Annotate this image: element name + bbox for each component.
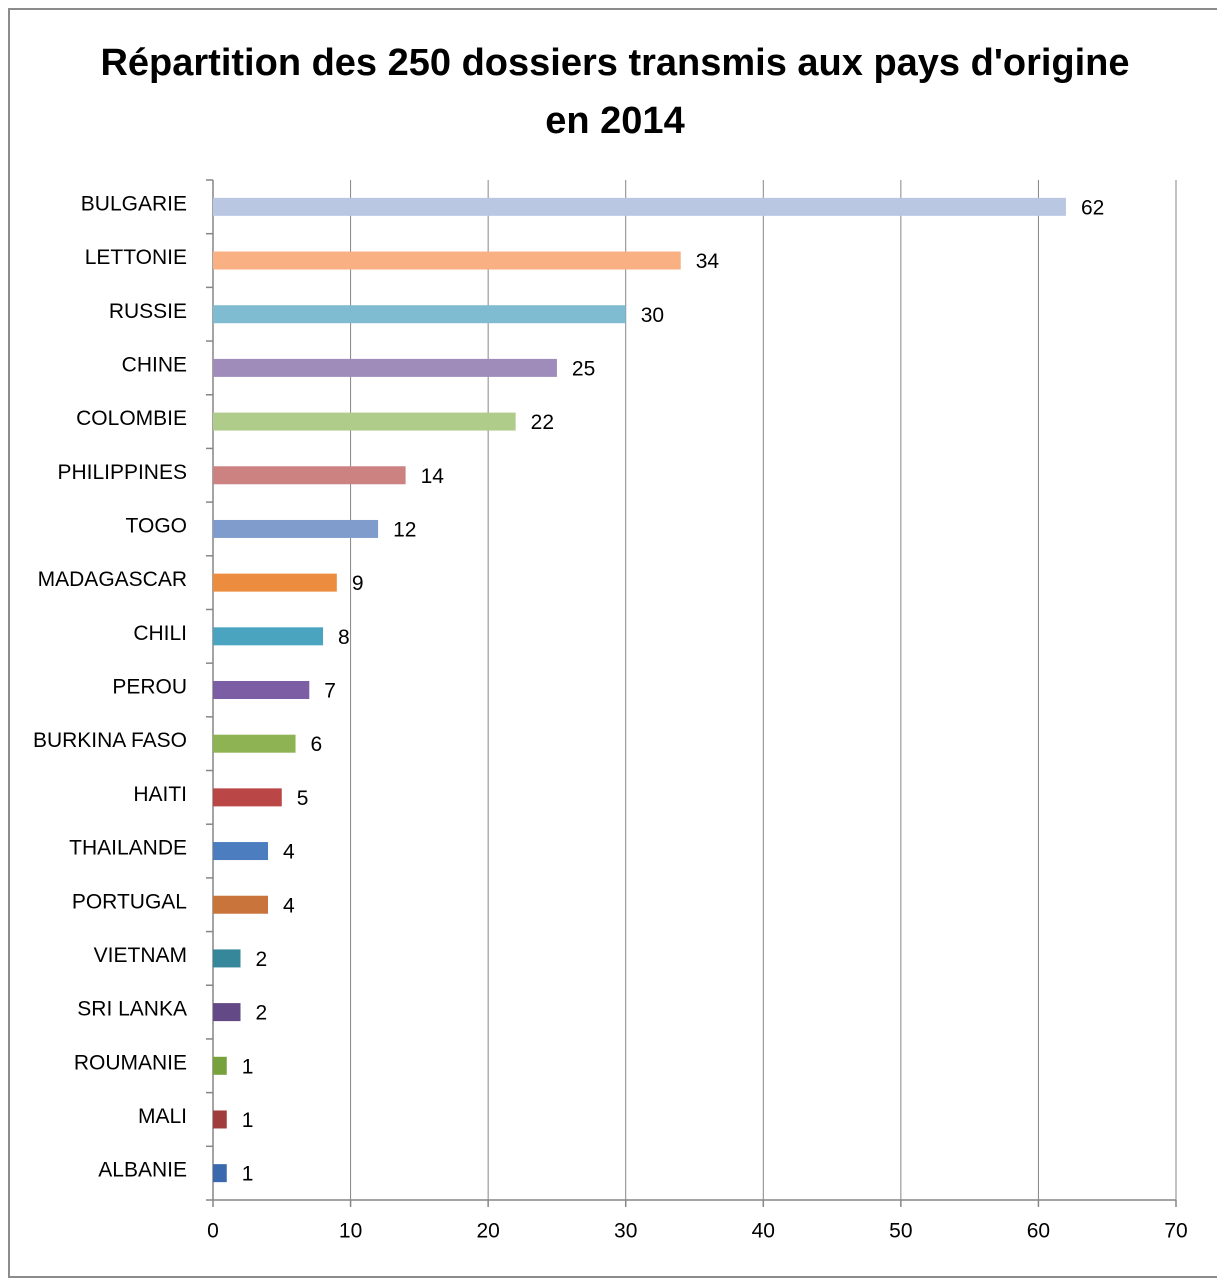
bar [213, 251, 681, 270]
bar [213, 305, 626, 324]
y-tick-label: THAILANDE [69, 837, 187, 860]
y-tick-label: ALBANIE [98, 1159, 187, 1182]
value-label: 4 [283, 841, 295, 864]
value-label: 25 [572, 357, 595, 380]
bar [213, 412, 516, 431]
bar [213, 949, 241, 968]
y-tick-label: LETTONIE [85, 246, 187, 269]
x-tick-label: 0 [207, 1220, 219, 1243]
y-tick-label: VIETNAM [94, 944, 187, 967]
value-label: 22 [531, 411, 554, 434]
x-tick-label: 60 [1027, 1220, 1050, 1243]
value-label: 14 [421, 465, 445, 488]
value-label: 7 [324, 680, 336, 703]
value-label: 30 [641, 304, 664, 327]
value-label: 62 [1081, 196, 1104, 219]
bar [213, 573, 337, 592]
x-tick-label: 50 [889, 1220, 912, 1243]
bar [213, 197, 1066, 216]
x-tick-label: 30 [614, 1220, 637, 1243]
bar [213, 734, 296, 753]
value-label: 2 [256, 1002, 268, 1025]
value-label: 34 [696, 250, 720, 273]
x-tick-label: 70 [1164, 1220, 1187, 1243]
bar [213, 466, 406, 485]
x-tick-label: 10 [339, 1220, 362, 1243]
y-tick-label: CHILI [133, 622, 187, 645]
y-tick-label: TOGO [126, 514, 187, 537]
bar [213, 1056, 227, 1075]
value-label: 1 [242, 1163, 254, 1186]
y-tick-label: PHILIPPINES [57, 461, 187, 484]
y-tick-label: ROUMANIE [74, 1051, 187, 1074]
y-tick-label: BURKINA FASO [33, 729, 187, 752]
y-tick-label: BULGARIE [81, 192, 187, 215]
bar [213, 1110, 227, 1129]
y-tick-label: CHINE [122, 353, 187, 376]
bar [213, 788, 282, 807]
y-tick-label: COLOMBIE [76, 407, 187, 430]
value-label: 8 [338, 626, 350, 649]
value-label: 1 [242, 1055, 254, 1078]
value-label: 6 [311, 733, 323, 756]
value-label: 9 [352, 572, 364, 595]
bar [213, 681, 310, 699]
y-tick-label: MADAGASCAR [38, 568, 187, 591]
x-tick-label: 40 [752, 1220, 775, 1243]
bar [213, 627, 324, 646]
value-label: 5 [297, 787, 309, 810]
y-tick-label: SRI LANKA [77, 998, 187, 1021]
bar [213, 519, 379, 538]
value-label: 2 [256, 948, 268, 971]
bar [213, 895, 269, 914]
chart-title: Répartition des 250 dossiers transmis au… [100, 42, 1130, 142]
value-label: 1 [242, 1109, 254, 1132]
bar [213, 1164, 227, 1183]
bar [213, 1003, 241, 1022]
x-tick-label: 20 [476, 1220, 499, 1243]
y-tick-label: PEROU [112, 676, 187, 699]
bar [213, 842, 269, 861]
y-tick-label: HAITI [133, 783, 187, 806]
y-tick-label: RUSSIE [109, 300, 187, 323]
value-label: 12 [393, 518, 416, 541]
value-label: 4 [283, 894, 295, 917]
y-tick-label: MALI [138, 1105, 187, 1128]
bar [213, 358, 557, 377]
y-tick-label: PORTUGAL [72, 890, 187, 913]
